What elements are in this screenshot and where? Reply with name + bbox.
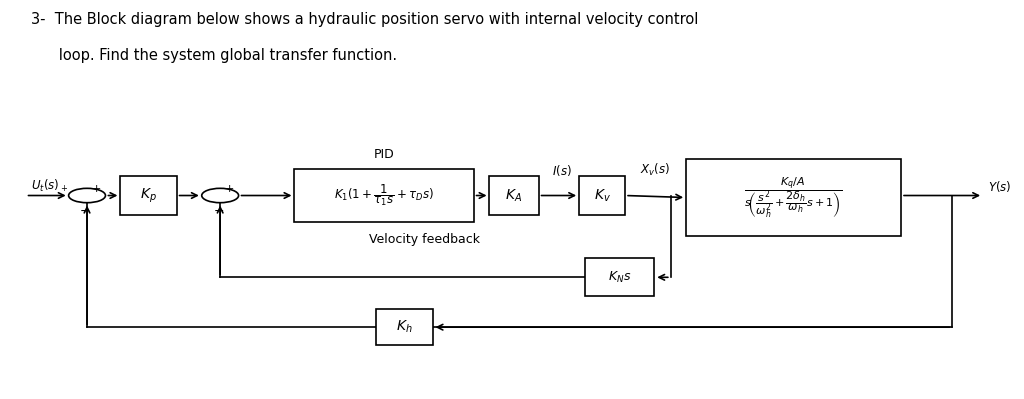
FancyBboxPatch shape — [377, 309, 432, 345]
Text: $I(s)$: $I(s)$ — [552, 162, 572, 178]
FancyBboxPatch shape — [295, 168, 473, 223]
FancyBboxPatch shape — [489, 176, 539, 215]
Circle shape — [202, 188, 239, 203]
Text: $K_h$: $K_h$ — [396, 319, 413, 336]
Text: $K_v$: $K_v$ — [594, 187, 610, 204]
Text: +: + — [92, 184, 101, 194]
Text: PID: PID — [374, 148, 394, 161]
Text: Velocity feedback: Velocity feedback — [370, 233, 480, 246]
Text: +: + — [225, 184, 234, 194]
Text: $K_A$: $K_A$ — [506, 187, 522, 204]
Text: $-$: $-$ — [213, 203, 223, 217]
FancyBboxPatch shape — [580, 176, 625, 215]
FancyBboxPatch shape — [686, 158, 901, 236]
Text: $Y(s)$: $Y(s)$ — [988, 178, 1012, 194]
Text: $X_v(s)$: $X_v(s)$ — [640, 162, 671, 178]
Text: $\dfrac{K_q/A}{s\!\left(\dfrac{s^2}{\omega_h^2}+\dfrac{2\delta_h}{\omega_h}s+1\r: $\dfrac{K_q/A}{s\!\left(\dfrac{s^2}{\ome… — [744, 175, 843, 220]
FancyBboxPatch shape — [121, 176, 176, 215]
Text: $K_N s$: $K_N s$ — [608, 270, 631, 285]
Text: $K_1(1+\dfrac{1}{\tau_1 s}+\tau_D s)$: $K_1(1+\dfrac{1}{\tau_1 s}+\tau_D s)$ — [334, 183, 434, 208]
Text: $K_p$: $K_p$ — [140, 186, 157, 205]
FancyBboxPatch shape — [585, 259, 654, 296]
Circle shape — [69, 188, 105, 203]
Text: $-$: $-$ — [80, 203, 90, 217]
Text: loop. Find the system global transfer function.: loop. Find the system global transfer fu… — [31, 48, 397, 63]
Text: $U_t(s)_+$: $U_t(s)_+$ — [31, 178, 68, 194]
Text: 3-  The Block diagram below shows a hydraulic position servo with internal veloc: 3- The Block diagram below shows a hydra… — [31, 12, 698, 27]
